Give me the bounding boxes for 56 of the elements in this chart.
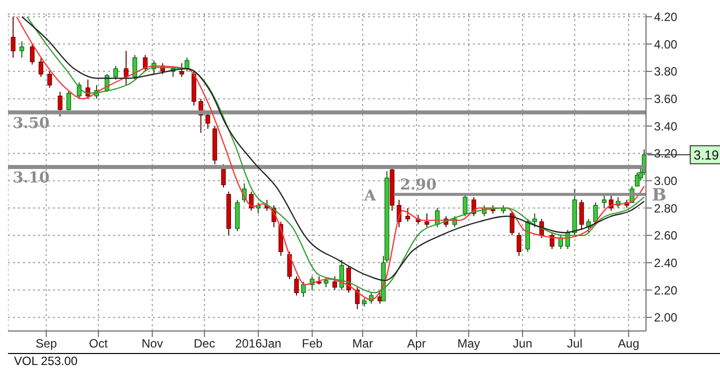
- candlestick: [324, 277, 328, 288]
- candlestick: [634, 172, 640, 187]
- x-tick-label: Feb: [302, 336, 323, 351]
- y-tick-label: 4.20: [654, 10, 678, 24]
- text: VOL 253.00: [14, 354, 78, 368]
- annotation: 2.90: [400, 175, 437, 194]
- x-tick-label: 2016Jan: [235, 336, 282, 351]
- y-tick-label: 2.20: [654, 283, 678, 298]
- candlestick: [38, 57, 44, 78]
- candlestick: [516, 232, 522, 256]
- candlestick: [206, 112, 210, 130]
- candlestick: [58, 91, 62, 117]
- candlestick: [550, 232, 554, 250]
- y-tick-label: 2.00: [654, 310, 678, 325]
- candlestick: [30, 44, 35, 66]
- y-tick-label: 3.80: [654, 64, 678, 79]
- candlestick: [248, 191, 254, 212]
- y-tick-label: 3.60: [654, 92, 678, 106]
- candlestick: [20, 40, 24, 58]
- candlestick: [66, 90, 72, 113]
- y-tick-label: 3.00: [654, 174, 678, 188]
- x-tick-label: Jun: [512, 336, 532, 351]
- x-tick-label: Sep: [36, 336, 58, 351]
- candlestick: [287, 251, 292, 280]
- candlestick: [10, 16, 16, 58]
- x-tick-label: Aug: [618, 336, 640, 351]
- candlestick: [424, 212, 430, 228]
- ref-line-label: 3.10: [13, 168, 50, 187]
- y-tick-label: 4.00: [654, 37, 678, 52]
- x-tick-label: Dec: [194, 336, 216, 351]
- y-tick-label: 2.60: [654, 228, 678, 243]
- candlestick: [405, 208, 410, 222]
- ref-line-label: 3.50: [13, 114, 50, 132]
- candlestick: [294, 276, 299, 296]
- y-tick-label: 3.40: [654, 119, 678, 134]
- candlestick: [332, 276, 338, 291]
- y-tick-label: 2.40: [654, 256, 678, 270]
- candlestick: [184, 57, 190, 72]
- candlestick: [47, 70, 52, 88]
- x-tick-label: Apr: [407, 336, 426, 351]
- x-tick-label: Jul: [567, 336, 582, 351]
- x-tick-label: Oct: [89, 336, 108, 351]
- candlestick: [113, 65, 118, 80]
- candlestick: [132, 54, 138, 80]
- candlestick: [602, 194, 606, 209]
- candlestick: [301, 281, 306, 298]
- annotation: 3.19: [694, 148, 719, 163]
- x-tick-label: Nov: [142, 336, 163, 351]
- candlestick: [462, 194, 468, 217]
- candlestick: [179, 62, 184, 78]
- candlestick: [558, 234, 564, 250]
- candlestick: [579, 199, 584, 230]
- x-tick-label: Mar: [352, 336, 373, 351]
- annotation: A: [363, 186, 376, 204]
- x-tick-label: May: [457, 336, 480, 351]
- candlestick: [532, 212, 537, 228]
